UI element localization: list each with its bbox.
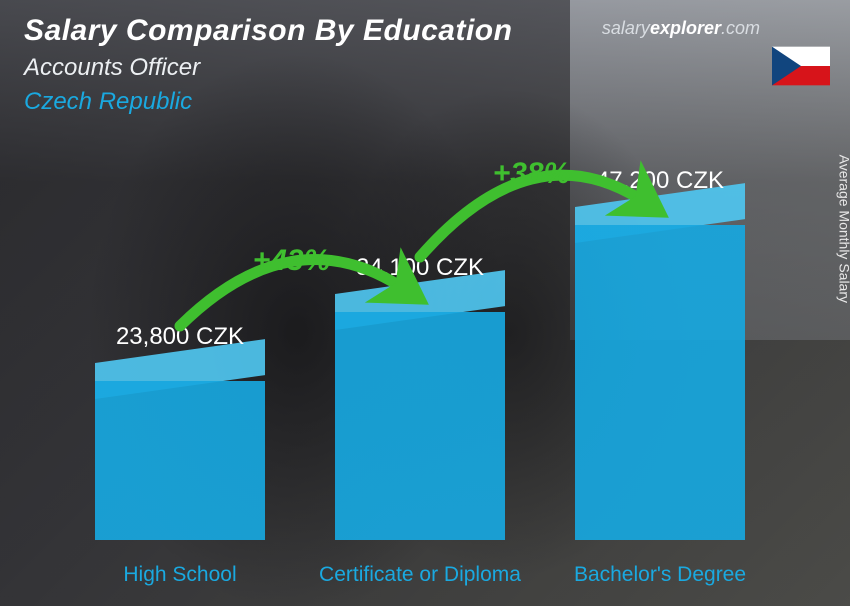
bar-value-label: 47,200 CZK <box>550 167 770 195</box>
bar-value-label: 34,100 CZK <box>310 254 530 282</box>
subtitle: Accounts Officer <box>24 54 512 82</box>
bar-value-label: 23,800 CZK <box>70 323 290 351</box>
bar-front-face <box>335 312 505 540</box>
bar-category-label: Certificate or Diploma <box>310 562 530 588</box>
country-label: Czech Republic <box>24 88 512 116</box>
brand-suffix: explorer <box>650 18 721 38</box>
brand-watermark: salaryexplorer.com <box>602 18 760 39</box>
growth-percent-label: +43% <box>242 244 342 278</box>
brand-prefix: salary <box>602 18 650 38</box>
bar <box>335 312 505 540</box>
bar-group <box>95 381 265 540</box>
bar-front-face <box>95 381 265 540</box>
czech-flag-icon <box>772 46 830 86</box>
main-title: Salary Comparison By Education <box>24 14 512 48</box>
bar <box>575 225 745 540</box>
bar-group <box>575 225 745 540</box>
bar-category-label: Bachelor's Degree <box>550 562 770 588</box>
brand-tld: .com <box>721 18 760 38</box>
y-axis-label: Average Monthly Salary <box>836 155 850 303</box>
growth-percent-label: +38% <box>482 157 582 191</box>
bar-group <box>335 312 505 540</box>
header-block: Salary Comparison By Education Accounts … <box>24 14 512 116</box>
bar <box>95 381 265 540</box>
chart-area: 23,800 CZK High School 34,100 CZK Certifica… <box>40 88 790 588</box>
bar-front-face <box>575 225 745 540</box>
bar-category-label: High School <box>70 562 290 588</box>
